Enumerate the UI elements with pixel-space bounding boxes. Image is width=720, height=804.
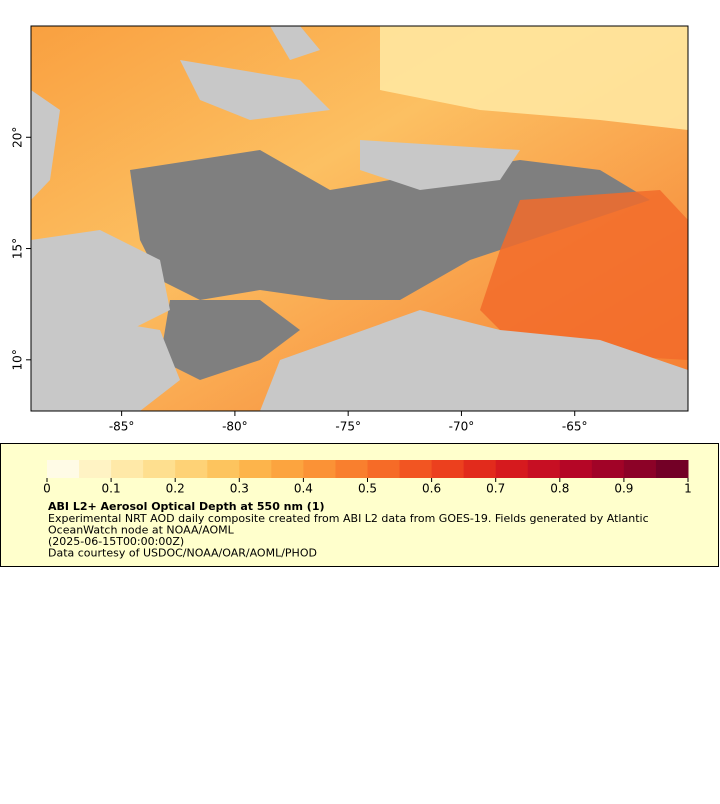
legend-line: (2025-06-15T00:00:00Z): [48, 535, 184, 548]
legend-line: OceanWatch node at NOAA/AOML: [48, 524, 235, 537]
colorbar-swatch: [271, 460, 304, 478]
legend-line: Data courtesy of USDOC/NOAA/OAR/AOML/PHO…: [48, 547, 317, 560]
x-tick-label: -85°: [109, 420, 135, 434]
colorbar-tick-label: 0.2: [166, 482, 185, 496]
colorbar-swatch: [591, 460, 625, 478]
x-tick-label: -65°: [562, 420, 588, 434]
colorbar-swatch: [303, 460, 336, 478]
y-tick-label: 20°: [11, 127, 25, 148]
colorbar-swatch: [47, 460, 80, 478]
colorbar-swatch: [367, 460, 401, 478]
colorbar-swatch: [79, 460, 112, 478]
colorbar: 0 0.1 0.2 0.3 0.4 0.5 0.6 0.7 0.8 0.9 1: [43, 460, 692, 496]
colorbar-swatch: [207, 460, 240, 478]
colorbar-swatch: [399, 460, 433, 478]
colorbar-tick-label: 0.8: [550, 482, 569, 496]
colorbar-swatch: [495, 460, 529, 478]
colorbar-swatch: [143, 460, 176, 478]
colorbar-swatch: [335, 460, 368, 478]
legend-line: Experimental NRT AOD daily composite cre…: [48, 512, 649, 525]
x-tick-label: -75°: [335, 420, 361, 434]
colorbar-tick-label: 0.7: [486, 482, 505, 496]
colorbar-swatch: [463, 460, 497, 478]
colorbar-tick-label: 1: [684, 482, 692, 496]
colorbar-tick-label: 0.6: [422, 482, 441, 496]
colorbar-swatch: [527, 460, 561, 478]
x-tick-label: -80°: [222, 420, 248, 434]
colorbar-swatch: [655, 460, 689, 478]
y-tick-label: 10°: [11, 349, 25, 370]
colorbar-tick-label: 0: [43, 482, 51, 496]
colorbar-swatch: [559, 460, 593, 478]
axes: -85° -80° -75° -70° -65° 10° 15° 20°: [11, 127, 588, 434]
colorbar-swatch: [175, 460, 208, 478]
colorbar-tick-label: 0.9: [614, 482, 633, 496]
colorbar-tick-label: 0.3: [230, 482, 249, 496]
colorbar-swatch: [111, 460, 144, 478]
y-tick-label: 15°: [11, 238, 25, 259]
colorbar-swatch: [239, 460, 272, 478]
x-tick-label: -70°: [449, 420, 475, 434]
colorbar-tick-label: 0.4: [294, 482, 313, 496]
map-image: [31, 26, 688, 411]
colorbar-swatch: [623, 460, 657, 478]
colorbar-tick-label: 0.1: [102, 482, 121, 496]
legend-title: ABI L2+ Aerosol Optical Depth at 550 nm …: [48, 500, 325, 513]
colorbar-tick-label: 0.5: [358, 482, 377, 496]
colorbar-swatch: [431, 460, 465, 478]
plot-frame: [30, 25, 689, 412]
legend-text: Experimental NRT AOD daily composite cre…: [48, 512, 649, 560]
